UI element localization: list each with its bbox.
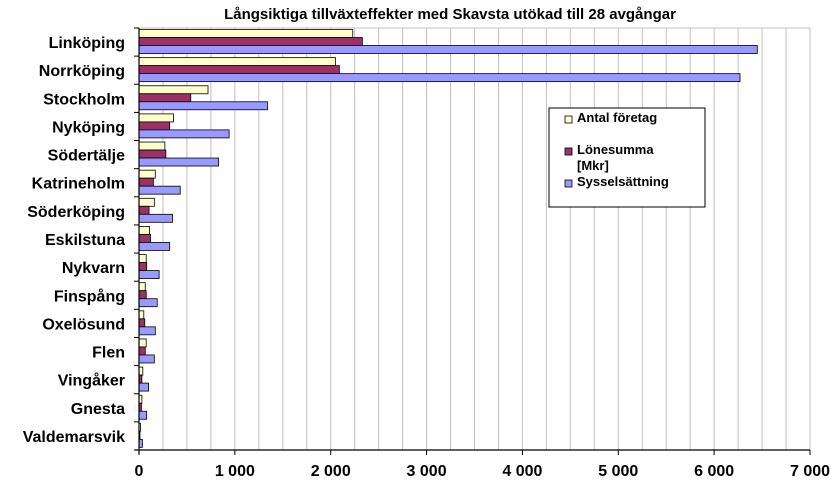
legend-swatch bbox=[564, 115, 573, 124]
bar-2 bbox=[138, 290, 147, 300]
bar-3 bbox=[138, 213, 173, 223]
legend-label: Sysselsättning bbox=[577, 174, 669, 189]
x-tick-label: 7 000 bbox=[790, 463, 830, 480]
category-label: Norrköping bbox=[39, 63, 125, 80]
bar-1 bbox=[138, 85, 209, 95]
bar-1 bbox=[138, 113, 174, 123]
bar-3 bbox=[138, 242, 171, 251]
category-label: Gnesta bbox=[71, 401, 125, 418]
x-tick-label: 1 000 bbox=[215, 463, 255, 480]
category-label: Finspång bbox=[54, 287, 125, 305]
legend-swatch bbox=[564, 147, 573, 156]
category-label: Eskilstuna bbox=[45, 232, 125, 249]
category-label: Södertälje bbox=[48, 148, 125, 165]
bar-1 bbox=[138, 338, 147, 348]
category-label: Linköping bbox=[49, 35, 125, 52]
bars bbox=[138, 29, 758, 448]
legend-label: Antal företag bbox=[577, 110, 657, 125]
category-label: Flen bbox=[92, 345, 125, 362]
bar-1 bbox=[138, 169, 156, 179]
grid-lines bbox=[139, 27, 811, 450]
bar-2 bbox=[138, 149, 167, 159]
x-tick-label: 0 bbox=[135, 463, 144, 480]
bar-2 bbox=[138, 318, 146, 328]
bar-1 bbox=[138, 197, 155, 207]
x-tick-label: 2 000 bbox=[311, 463, 351, 480]
chart-title: Långsiktiga tillväxteffekter med Skavsta… bbox=[224, 6, 676, 23]
bar-3 bbox=[138, 185, 181, 195]
bar-3 bbox=[138, 270, 160, 279]
bar-1 bbox=[138, 141, 166, 151]
category-label: Nyköping bbox=[52, 119, 125, 136]
bar-2 bbox=[138, 93, 192, 103]
bar-2 bbox=[138, 205, 150, 215]
bar-3 bbox=[138, 382, 149, 392]
category-label: Katrineholm bbox=[32, 176, 125, 193]
x-tick-labels: 0 1 000 2 000 3 000 4 000 5 000 6 000 7 000 bbox=[135, 463, 831, 480]
bar-1 bbox=[138, 29, 354, 38]
x-tick-label: 5 000 bbox=[598, 463, 638, 480]
bar-1 bbox=[138, 282, 146, 292]
bar-3 bbox=[138, 101, 268, 111]
legend-swatch bbox=[564, 179, 573, 188]
bar-3 bbox=[138, 73, 741, 83]
x-tick-label: 6 000 bbox=[694, 463, 734, 480]
bar-1 bbox=[138, 310, 145, 320]
bar-3 bbox=[138, 410, 148, 420]
category-label: Oxelösund bbox=[42, 316, 125, 333]
bar-1 bbox=[138, 254, 147, 263]
bar-3 bbox=[138, 157, 219, 167]
x-tick-label: 3 000 bbox=[407, 463, 447, 480]
bar-2 bbox=[138, 121, 171, 131]
category-label: Stockholm bbox=[43, 91, 125, 108]
bar-2 bbox=[138, 177, 154, 187]
category-label: Valdemarsvik bbox=[23, 429, 125, 446]
bar-2 bbox=[138, 262, 148, 271]
bar-1 bbox=[138, 57, 336, 67]
axes bbox=[134, 27, 811, 455]
category-labels: Linköping Norrköping Stockholm Nyköping Söde… bbox=[23, 35, 125, 446]
bar-3 bbox=[138, 129, 230, 139]
bar-2 bbox=[138, 65, 340, 75]
bar-2 bbox=[138, 346, 146, 356]
bar-1 bbox=[138, 226, 150, 235]
bar-3 bbox=[138, 354, 155, 364]
bar-2 bbox=[138, 37, 363, 46]
bar-3 bbox=[138, 326, 156, 336]
bar-3 bbox=[138, 45, 758, 54]
legend-box bbox=[548, 107, 706, 208]
bar-2 bbox=[138, 234, 151, 243]
legend-label: Lönesumma [Mkr] bbox=[577, 142, 654, 173]
category-label: Söderköping bbox=[27, 204, 125, 221]
category-label: Nykvarn bbox=[62, 260, 125, 277]
bar-3 bbox=[138, 298, 158, 308]
legend: Antal företag Lönesumma [Mkr]Sysselsättnin… bbox=[548, 107, 706, 208]
category-label: Vingåker bbox=[58, 372, 125, 390]
x-tick-label: 4 000 bbox=[502, 463, 542, 480]
